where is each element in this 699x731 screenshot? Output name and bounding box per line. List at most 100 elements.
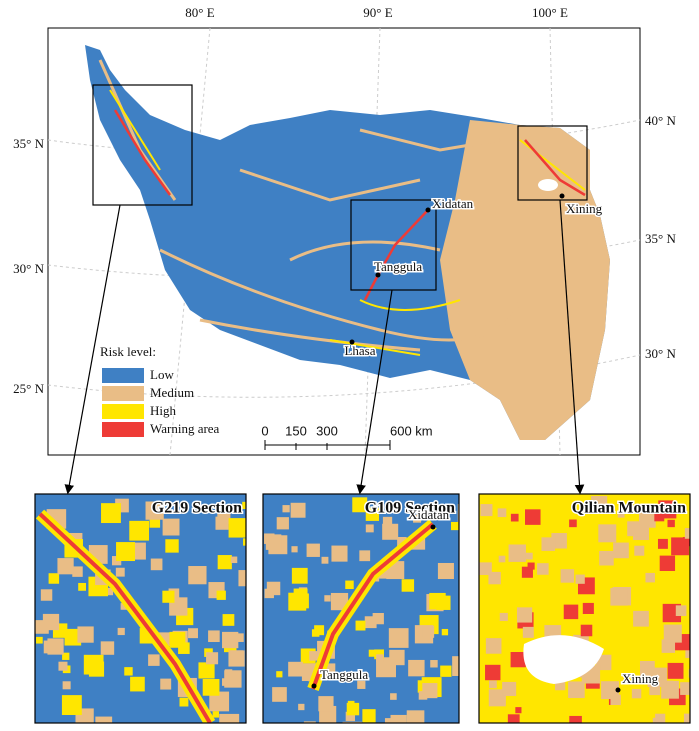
patch [502,681,517,696]
inset [35,494,246,723]
patch [503,722,524,723]
inset [479,494,690,723]
patch [441,628,449,636]
patch [430,660,438,668]
patch [306,543,320,557]
patch [162,518,180,536]
scale-label: 0 [261,423,268,438]
patch [243,527,246,536]
inset-frame [262,493,460,724]
patch [58,661,68,671]
inset-title: G219 Section [152,500,242,517]
patch [610,694,621,706]
patch [105,587,114,596]
inset-frame [34,493,247,724]
patch [563,604,579,620]
place-label: Lhasa [344,343,375,358]
patch [303,721,316,723]
patch [276,671,283,678]
patch [599,550,614,566]
scale-bar: 0 150 300 600 km [261,423,433,450]
patch [422,625,435,638]
lat-label: 30° N [13,261,44,276]
patch [160,678,172,690]
patch [575,574,585,584]
patch [479,562,492,575]
place-label: Xining [566,201,603,216]
patch [382,523,399,540]
patch [324,595,331,602]
patch [675,605,687,617]
patch [95,716,113,723]
patch [148,654,160,666]
legend-label: Warning area [150,421,220,436]
zoom-boxes [92,84,588,291]
patch [422,513,430,521]
legend-swatch [102,386,144,401]
inset-label: Xining [622,671,659,686]
patch [359,550,371,562]
patch [288,661,303,677]
patch [652,717,661,723]
patch [345,580,354,590]
patch [165,539,179,553]
patch [42,613,60,631]
patch [222,678,230,686]
patch [331,545,348,562]
patch [115,567,125,577]
patch [72,566,83,577]
patch [330,592,349,611]
patch [222,614,235,626]
patch [216,590,226,600]
patch [61,695,82,715]
patch [272,687,287,702]
patch [40,589,53,601]
road [311,522,435,690]
patch [217,555,232,570]
patch [376,657,396,678]
lat-label: 35° N [645,231,676,246]
patch [78,582,86,591]
patch [388,628,409,648]
patch [617,510,625,518]
patch [169,631,186,648]
patch [485,664,501,681]
patch [162,590,175,603]
patch [510,513,519,522]
place-dot [430,524,436,530]
patch [408,659,425,677]
patch [276,517,289,530]
patch [282,505,290,513]
patch [48,573,60,584]
patch [429,592,446,610]
inset [263,494,459,723]
patch [83,654,104,675]
patch [480,504,493,517]
patch [683,713,690,723]
patch [145,501,164,520]
patch [631,688,642,699]
patch [516,607,533,623]
patch [318,696,334,712]
lake [523,635,604,684]
patch [451,521,459,531]
patch [178,642,190,654]
patch [309,651,319,661]
patch [352,497,368,513]
patch [667,662,684,679]
patch [613,542,629,559]
inset-label: Tanggula [320,667,368,682]
lat-label: 40° N [645,113,676,128]
lon-label: 100° E [532,5,568,20]
patch [521,566,533,578]
patch [265,534,282,550]
patch [601,681,619,700]
patch [437,562,454,580]
place-dot [349,339,355,345]
patch [357,680,366,689]
patch [610,588,628,606]
patch [525,509,541,525]
patch [667,519,675,528]
patch [238,570,246,587]
